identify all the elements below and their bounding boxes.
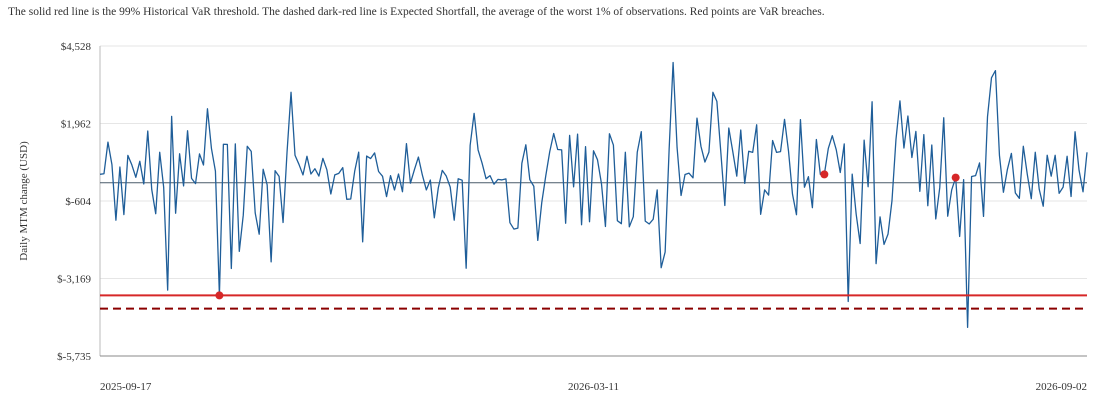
y-tick-label: $1,962 — [61, 119, 91, 131]
y-tick-label: $4,528 — [61, 41, 92, 53]
var-breach-point — [951, 173, 960, 182]
var-breach-point — [215, 291, 224, 300]
series-line — [99, 61, 1088, 329]
y-axis-title: Daily MTM change (USD) — [18, 141, 30, 261]
y-tick-label: $-604 — [65, 196, 91, 208]
y-tick-label: $-3,169 — [57, 273, 91, 285]
y-tick-label: $-5,735 — [57, 351, 91, 363]
x-axis: 2025-09-17 2026-03-11 2026-09-02 — [100, 381, 1087, 393]
y-axis: $4,528 $1,962 $-604 $-3,169 $-5,735 — [57, 41, 1087, 363]
x-tick-label: 2026-09-02 — [1036, 381, 1087, 393]
var-breach-point — [820, 170, 829, 179]
var-breach-points — [215, 170, 960, 300]
x-tick-label: 2026-03-11 — [568, 381, 619, 393]
x-tick-label: 2025-09-17 — [100, 381, 152, 393]
chart-caption: The solid red line is the 99% Historical… — [8, 6, 825, 18]
